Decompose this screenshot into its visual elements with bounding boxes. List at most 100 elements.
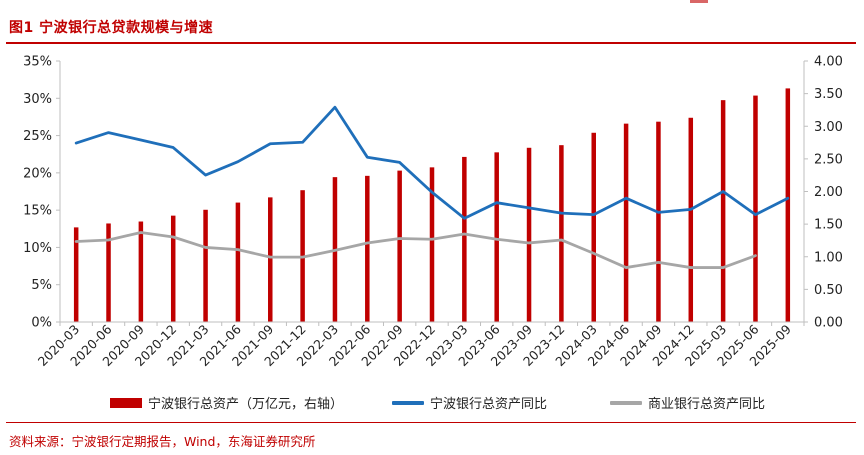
- bar-total-assets: [429, 167, 435, 322]
- line-nb-growth-point: [107, 131, 110, 134]
- y-right-tick-label: 3.00: [814, 120, 843, 135]
- bar-total-assets: [397, 170, 402, 322]
- bar-total-assets: [720, 100, 726, 323]
- line-industry-growth-point: [560, 239, 563, 241]
- bar-total-assets: [138, 221, 144, 322]
- line-industry-growth-point: [657, 261, 660, 264]
- y-left-tick-label: 0%: [31, 316, 52, 331]
- y-right-tick-label: 2.50: [814, 152, 843, 167]
- y-left-tick-label: 5%: [31, 278, 52, 293]
- bar-total-assets: [365, 175, 370, 322]
- line-nb-growth-point: [140, 139, 142, 141]
- line-industry-growth-point: [237, 248, 239, 251]
- bar-total-assets: [656, 121, 661, 323]
- bar-total-assets: [106, 223, 111, 322]
- line-industry-growth-point: [398, 237, 401, 240]
- y-right-tick-label: 3.50: [814, 87, 843, 102]
- line-nb-growth-point: [657, 211, 660, 214]
- figure-title: 图1 宁波银行总贷款规模与增速: [9, 20, 214, 36]
- line-nb-growth-point: [431, 191, 433, 194]
- legend-swatch-bar: [110, 397, 142, 408]
- bar-total-assets: [753, 95, 758, 322]
- title-divider: [6, 42, 856, 44]
- line-nb-growth-point: [75, 142, 77, 144]
- line-industry-growth-point: [689, 266, 692, 269]
- bottom-divider: [6, 422, 856, 423]
- line-nb-growth-point: [528, 207, 530, 209]
- legend-swatch-blue-line: [392, 400, 424, 405]
- y-left-tick-label: 30%: [23, 92, 52, 107]
- line-nb-growth-point: [366, 156, 369, 158]
- line-industry-growth-point: [140, 231, 142, 234]
- bar-total-assets: [73, 227, 79, 322]
- bar-total-assets: [785, 88, 791, 322]
- line-nb-growth-point: [560, 212, 563, 214]
- bar-total-assets: [203, 209, 208, 322]
- chart-legend: 宁波银行总资产（万亿元，右轴） 宁波银行总资产同比 商业银行总资产同比: [0, 393, 864, 419]
- line-industry-growth-point: [495, 238, 498, 241]
- line-nb-growth-point: [787, 197, 789, 200]
- y-right-tick-label: 0.50: [814, 283, 843, 298]
- line-industry-growth-point: [107, 239, 110, 241]
- decorative-top-mark: [690, 0, 708, 3]
- bar-total-assets: [623, 123, 629, 322]
- line-nb-growth-point: [237, 160, 239, 163]
- line-industry-growth-point: [172, 236, 175, 238]
- line-industry-growth-point: [592, 252, 595, 255]
- legend-item-industry-growth: 商业银行总资产同比: [610, 393, 765, 412]
- line-industry-growth-point: [301, 256, 304, 258]
- bar-total-assets: [688, 117, 694, 322]
- line-industry-growth: [74, 231, 757, 269]
- line-industry-growth-point: [625, 266, 627, 269]
- y-left-tick-label: 25%: [23, 129, 52, 144]
- line-nb-growth-point: [204, 174, 207, 176]
- bar-total-assets: [526, 147, 532, 322]
- legend-swatch-gray-line: [610, 400, 642, 405]
- line-nb-growth-point: [301, 141, 304, 144]
- line-industry-growth-point: [366, 242, 369, 244]
- line-industry-growth-point: [528, 242, 530, 244]
- y-right-tick-label: 1.50: [814, 218, 843, 233]
- y-right-tick-label: 0.00: [814, 316, 843, 331]
- line-nb-growth-point: [625, 197, 627, 200]
- line-nb-growth-point: [495, 201, 498, 204]
- line-nb-growth-point: [398, 161, 401, 164]
- chart-area: 0% 5% 10% 15% 20% 25% 30% 35% 0.00 0.50 1.00 1.50 2.…: [23, 55, 843, 370]
- bar-total-assets: [559, 145, 564, 322]
- line-nb-growth-point: [754, 213, 757, 216]
- line-nb-growth-point: [269, 142, 272, 145]
- line-industry-growth-point: [754, 254, 757, 257]
- line-industry-growth-point: [75, 240, 77, 243]
- legend-label-nb-growth: 宁波银行总资产同比: [430, 397, 548, 412]
- line-nb-growth-point: [689, 208, 692, 211]
- y-left-tick-label: 10%: [23, 241, 52, 256]
- y-left-tick-label: 15%: [23, 204, 52, 219]
- legend-label-total-assets: 宁波银行总资产（万亿元，右轴）: [148, 397, 344, 412]
- source-note: 资料来源：宁波银行定期报告，Wind，东海证券研究所: [9, 434, 316, 449]
- bar-total-assets: [268, 197, 273, 322]
- y-right-tick-label: 2.00: [814, 185, 843, 200]
- line-nb-growth-point: [463, 217, 466, 220]
- legend-label-industry-growth: 商业银行总资产同比: [648, 397, 766, 412]
- y-left-tick-label: 20%: [23, 166, 52, 181]
- line-nb-growth-point: [172, 146, 175, 149]
- bar-total-assets: [235, 202, 241, 322]
- line-nb-growth-point: [722, 190, 724, 193]
- y-right-tick-label: 1.00: [814, 250, 843, 265]
- line-industry-growth-point: [463, 233, 466, 235]
- bar-total-assets: [170, 215, 176, 322]
- line-industry-growth-point: [334, 249, 336, 252]
- line-industry-growth-point: [722, 266, 724, 269]
- bar-total-assets: [462, 156, 467, 322]
- line-industry-growth-point: [269, 256, 272, 258]
- y-right-tick-label: 4.00: [814, 55, 843, 70]
- bar-total-assets: [494, 152, 499, 322]
- bar-total-assets: [591, 132, 596, 322]
- legend-item-total-assets: 宁波银行总资产（万亿元，右轴）: [110, 393, 343, 412]
- line-industry-growth-point: [204, 246, 207, 249]
- legend-item-nb-growth: 宁波银行总资产同比: [392, 393, 547, 412]
- y-left-tick-label: 35%: [23, 55, 52, 70]
- line-nb-growth-point: [334, 106, 336, 109]
- line-industry-growth-point: [431, 238, 433, 241]
- line-nb-growth-point: [592, 213, 595, 216]
